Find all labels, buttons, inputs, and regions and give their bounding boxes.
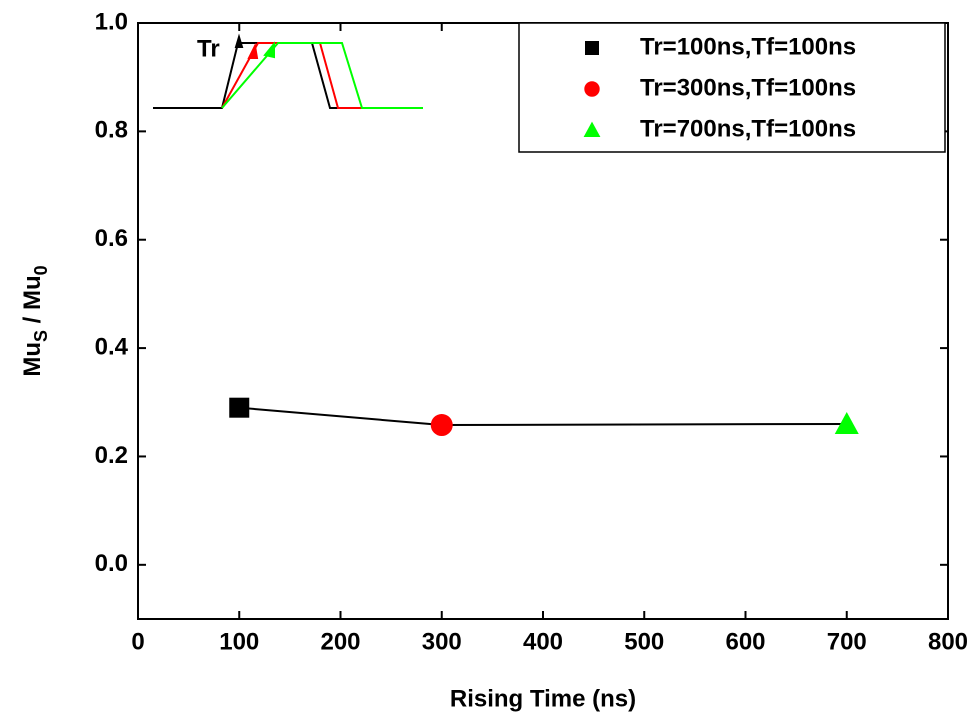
x-tick-label: 600 bbox=[725, 628, 765, 655]
y-tick-label: 1.0 bbox=[95, 8, 128, 35]
x-tick-label: 0 bbox=[131, 628, 144, 655]
y-label-subscript: 0 bbox=[31, 265, 51, 275]
x-tick-label: 500 bbox=[624, 628, 664, 655]
connecting-line bbox=[239, 406, 847, 427]
x-axis-label: Rising Time (ns) bbox=[450, 685, 636, 712]
x-tick-label: 300 bbox=[422, 628, 462, 655]
y-label-subscript: S bbox=[31, 330, 51, 342]
inset-label: Tr bbox=[197, 35, 220, 62]
marker-triangle bbox=[834, 411, 859, 434]
y-tick-label: 0.4 bbox=[95, 333, 129, 360]
y-tick-label: 0.2 bbox=[95, 442, 128, 469]
legend-label: Tr=300ns,Tf=100ns bbox=[640, 74, 856, 101]
legend-label: Tr=100ns,Tf=100ns bbox=[640, 33, 856, 60]
y-tick-label: 0.8 bbox=[95, 117, 128, 144]
y-axis-label: MuS / Mu0 bbox=[19, 265, 50, 376]
arrow-green bbox=[263, 41, 275, 59]
legend-label: Tr=700ns,Tf=100ns bbox=[640, 115, 856, 142]
marker-circle bbox=[430, 414, 453, 437]
y-tick-label: 0.6 bbox=[95, 225, 128, 252]
x-tick-label: 800 bbox=[928, 628, 968, 655]
y-label-part: / Mu bbox=[19, 275, 46, 330]
legend-marker bbox=[583, 121, 601, 137]
x-tick-label: 700 bbox=[827, 628, 867, 655]
waveform-green bbox=[221, 42, 423, 109]
inset-waveform bbox=[153, 33, 423, 109]
legend-marker bbox=[584, 81, 600, 97]
arrow-black bbox=[234, 33, 244, 48]
x-tick-label: 100 bbox=[219, 628, 259, 655]
x-tick-label: 400 bbox=[523, 628, 563, 655]
x-tick-label: 200 bbox=[320, 628, 360, 655]
legend-marker bbox=[585, 41, 599, 55]
arrow-red bbox=[247, 42, 259, 59]
y-tick-label: 0.0 bbox=[95, 550, 128, 577]
waveform-black bbox=[153, 42, 400, 109]
marker-square bbox=[229, 397, 250, 418]
y-label-part: Mu bbox=[19, 342, 46, 377]
